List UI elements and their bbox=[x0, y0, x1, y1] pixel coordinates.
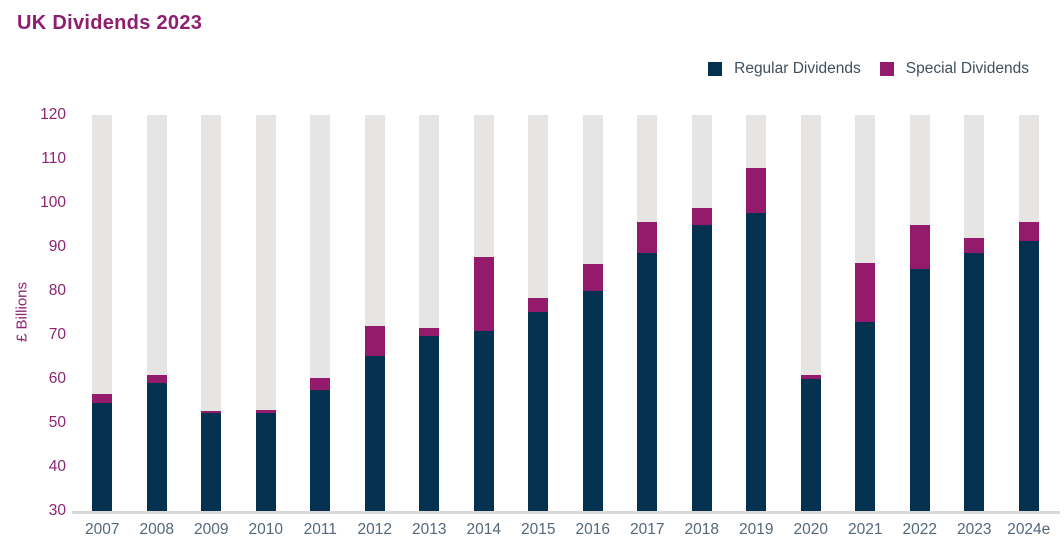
bar-2020-regular bbox=[800, 379, 821, 511]
bar-2010-regular bbox=[255, 413, 276, 511]
bar-2014-special bbox=[473, 256, 494, 332]
x-tick-label-2009: 2009 bbox=[194, 521, 229, 538]
bar-2020-special bbox=[800, 374, 821, 379]
x-tick-label-2015: 2015 bbox=[521, 521, 556, 538]
x-tick-label-2024e: 2024e bbox=[1007, 521, 1051, 538]
bar-2019-special bbox=[746, 167, 767, 213]
bar-2017-regular bbox=[637, 253, 658, 511]
bar-2011-special bbox=[310, 377, 331, 391]
x-tick-label-2020: 2020 bbox=[793, 521, 828, 538]
x-axis-line bbox=[72, 511, 1060, 514]
bar-2024e-special bbox=[1018, 221, 1039, 242]
bar-2022-regular bbox=[909, 269, 930, 511]
x-tick-label-2014: 2014 bbox=[466, 521, 501, 538]
x-tick-label-2012: 2012 bbox=[357, 521, 392, 538]
bar-2015-regular bbox=[528, 312, 549, 511]
chart-legend: Regular Dividends Special Dividends bbox=[708, 60, 1029, 78]
bar-2008-special bbox=[146, 374, 167, 384]
y-tick-label-80: 80 bbox=[48, 282, 66, 299]
bar-2012-regular bbox=[364, 355, 385, 511]
y-tick-label-50: 50 bbox=[48, 414, 66, 431]
bar-2009-special bbox=[201, 411, 222, 414]
bar-2011-regular bbox=[310, 390, 331, 511]
x-tick-label-2023: 2023 bbox=[957, 521, 992, 538]
x-tick-label-2022: 2022 bbox=[902, 521, 937, 538]
bar-2021-regular bbox=[855, 322, 876, 511]
y-tick-label-40: 40 bbox=[48, 458, 66, 475]
bar-2018-special bbox=[691, 208, 712, 226]
bar-2019-regular bbox=[746, 212, 767, 511]
x-tick-label-2018: 2018 bbox=[684, 521, 719, 538]
bar-2022-special bbox=[909, 225, 930, 269]
x-tick-label-2019: 2019 bbox=[739, 521, 774, 538]
bar-2024e-regular bbox=[1018, 241, 1039, 511]
bar-2016-regular bbox=[582, 291, 603, 511]
y-tick-label-30: 30 bbox=[48, 502, 66, 519]
legend-label: Regular Dividends bbox=[734, 60, 861, 77]
bar-2008-regular bbox=[146, 383, 167, 511]
y-tick-label-110: 110 bbox=[41, 150, 66, 167]
x-tick-label-2021: 2021 bbox=[848, 521, 883, 538]
bar-2021-special bbox=[855, 262, 876, 323]
bar-2009-regular bbox=[201, 413, 222, 511]
y-tick-label-100: 100 bbox=[40, 194, 66, 211]
legend-item-regular: Regular Dividends bbox=[708, 60, 861, 78]
bar-2013-special bbox=[419, 327, 440, 337]
bar-2014-regular bbox=[473, 331, 494, 511]
bar-2010-special bbox=[255, 410, 276, 414]
y-tick-label-60: 60 bbox=[48, 370, 66, 387]
bar-2013-regular bbox=[419, 336, 440, 511]
bar-2023-special bbox=[964, 237, 985, 254]
legend-swatch-icon bbox=[708, 62, 723, 76]
bar-2015-special bbox=[528, 298, 549, 313]
y-tick-label-90: 90 bbox=[48, 238, 66, 255]
x-tick-label-2017: 2017 bbox=[630, 521, 665, 538]
x-tick-label-2010: 2010 bbox=[248, 521, 283, 538]
bar-2007-regular bbox=[92, 403, 113, 511]
x-tick-label-2016: 2016 bbox=[575, 521, 610, 538]
bar-2017-special bbox=[637, 221, 658, 254]
x-tick-label-2013: 2013 bbox=[412, 521, 447, 538]
y-tick-label-120: 120 bbox=[40, 106, 66, 123]
bar-2018-regular bbox=[691, 225, 712, 511]
bar-2016-special bbox=[582, 263, 603, 292]
legend-item-special: Special Dividends bbox=[879, 60, 1029, 78]
bar-2023-regular bbox=[964, 253, 985, 511]
y-tick-label-70: 70 bbox=[48, 326, 66, 343]
bar-2007-special bbox=[92, 394, 113, 404]
x-tick-label-2011: 2011 bbox=[303, 521, 337, 538]
x-tick-label-2008: 2008 bbox=[139, 521, 174, 538]
bar-2012-special bbox=[364, 325, 385, 356]
x-tick-label-2007: 2007 bbox=[85, 521, 120, 538]
page-title: UK Dividends 2023 bbox=[17, 12, 203, 34]
legend-swatch-icon bbox=[879, 62, 894, 76]
legend-label: Special Dividends bbox=[905, 60, 1029, 77]
